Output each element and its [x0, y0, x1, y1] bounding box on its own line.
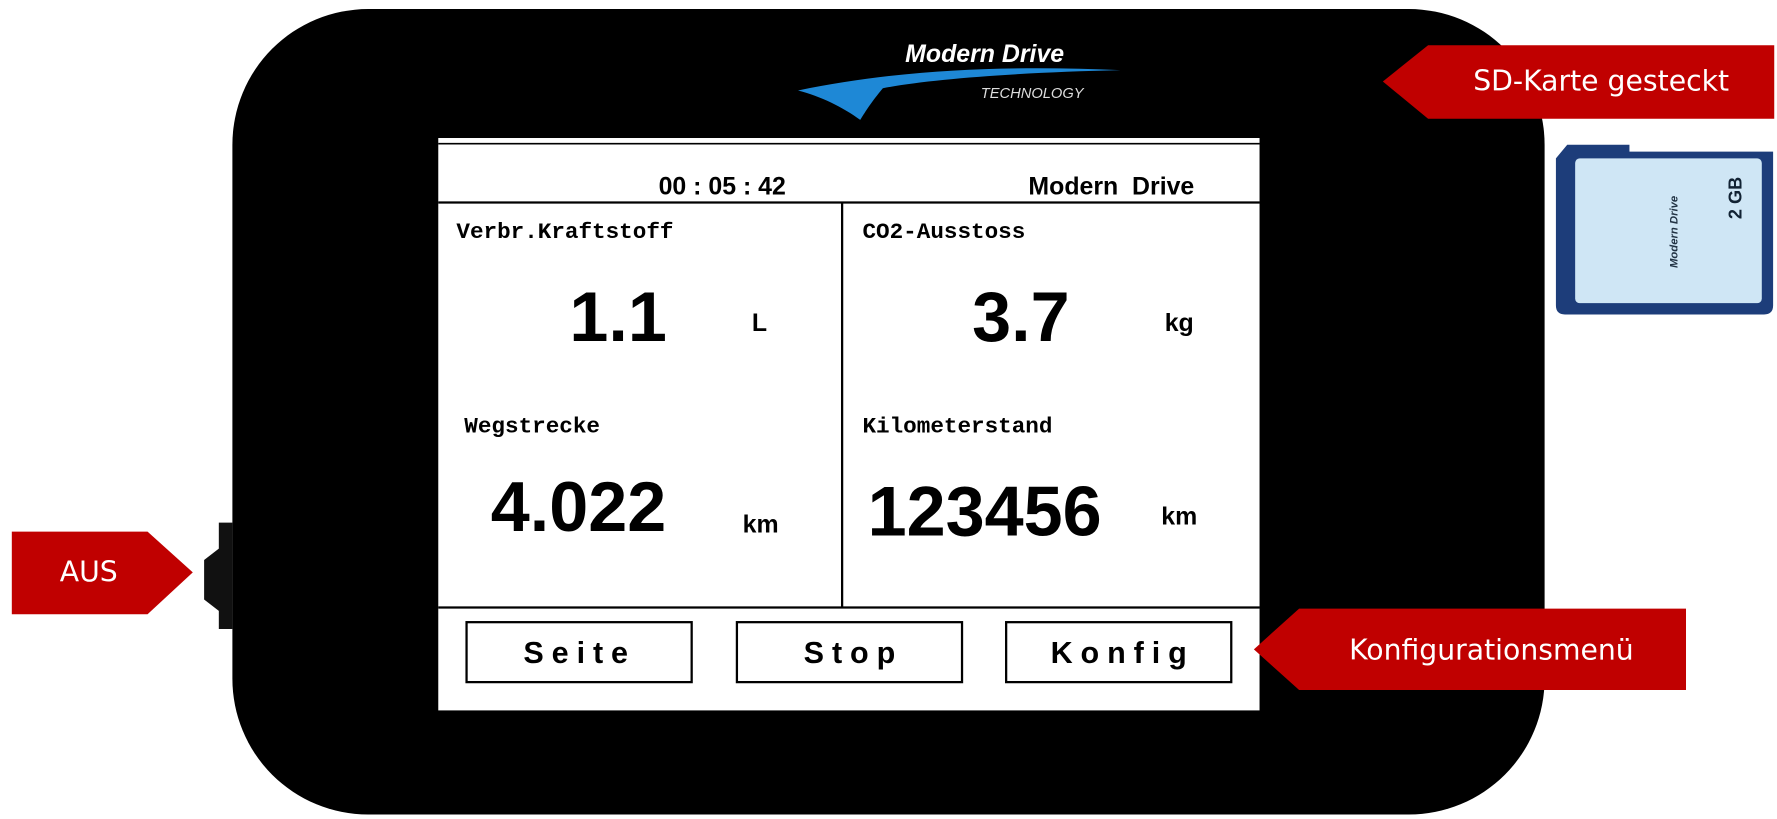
cell-label: Verbr.Kraftstoff [456, 219, 673, 245]
cell-value: 1.1 [569, 278, 666, 356]
cell-value: 4.022 [491, 468, 666, 546]
timer: 00 : 05 : 42 [659, 172, 786, 200]
power-button[interactable] [204, 523, 232, 629]
screen-title: Modern Drive [1028, 172, 1194, 200]
cell-unit: km [1161, 503, 1197, 531]
button[interactable]: Konfig [1006, 622, 1231, 682]
sd-card: Modern Drive 2 GB [1556, 145, 1773, 315]
sd-card-capacity: 2 GB [1726, 177, 1746, 219]
callout-text: AUS [60, 556, 118, 589]
logo-tagline: TECHNOLOGY [981, 86, 1085, 102]
callout-text: SD-Karte gesteckt [1473, 65, 1729, 98]
button[interactable]: Stop [737, 622, 962, 682]
button[interactable]: Seite [467, 622, 692, 682]
page: { "logo": {"brand": "Modern Drive", "tag… [0, 0, 1777, 819]
callout-text: Konfigurationsmenü [1349, 634, 1634, 667]
cell-value: 123456 [868, 472, 1102, 550]
sd-card-brand: Modern Drive [1669, 196, 1681, 268]
logo-brand: Modern Drive [905, 40, 1064, 68]
cell-unit: kg [1165, 309, 1194, 337]
cell-unit: km [743, 511, 779, 539]
cell-label: CO2-Ausstoss [862, 219, 1025, 245]
button-label[interactable]: Konfig [1051, 636, 1195, 670]
button-label[interactable]: Seite [523, 636, 636, 670]
cell-label: Wegstrecke [464, 413, 600, 439]
cell-value: 3.7 [972, 278, 1069, 356]
button-label[interactable]: Stop [804, 636, 904, 670]
device-illustration: Modern Drive TECHNOLOGY 00 : 05 : 42 Mod… [0, 0, 1777, 819]
cell-unit: L [752, 309, 767, 337]
cell-label: Kilometerstand [862, 413, 1052, 439]
